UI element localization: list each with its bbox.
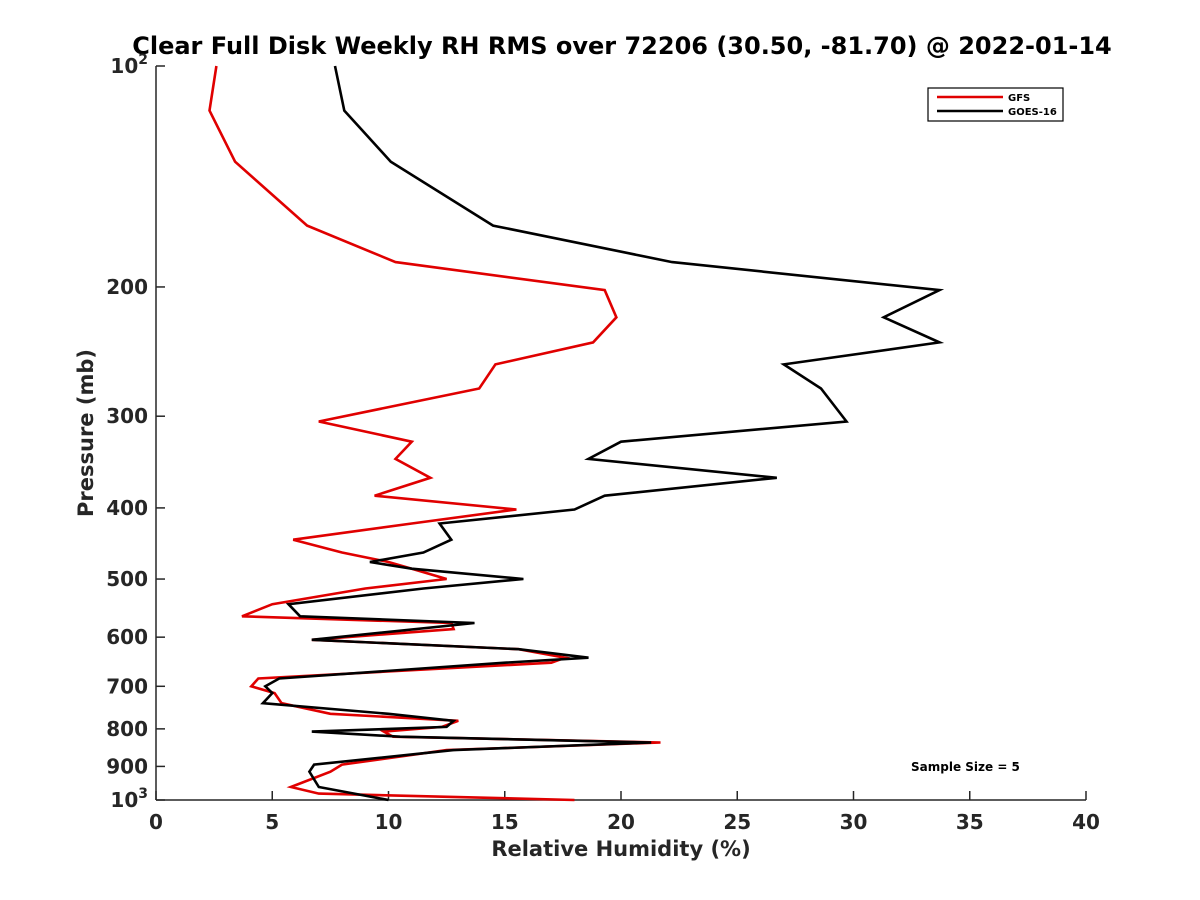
x-tick-label: 15 [491,810,519,834]
legend: GFS GOES-16 [927,87,1064,122]
x-tick-label: 5 [265,810,279,834]
y-tick-label: 700 [106,674,148,698]
x-tick-label: 20 [607,810,635,834]
plot-area: 0 5 10 15 20 25 30 35 40 102 200 300 400 500 600 700 80… [106,52,1100,834]
x-tick-label: 35 [956,810,984,834]
y-tick-label: 900 [106,754,148,778]
x-tick-label: 10 [375,810,403,834]
y-tick-label: 800 [106,717,148,741]
legend-box [927,87,1064,122]
y-tick-label: 500 [106,567,148,591]
x-ticks: 0 5 10 15 20 25 30 35 40 [149,791,1100,834]
chart-title: Clear Full Disk Weekly RH RMS over 72206… [132,32,1112,60]
series-lines [208,65,945,802]
y-axis-label: Pressure (mb) [74,349,98,517]
sample-size-annotation: Sample Size = 5 [911,760,1020,774]
y-ticks: 102 200 300 400 500 600 700 800 900 103 [106,52,165,812]
y-tick-label: 400 [106,496,148,520]
series-line-gfs [208,65,661,802]
legend-label-gfs: GFS [1008,93,1030,104]
x-tick-label: 40 [1072,810,1100,834]
x-tick-label: 0 [149,810,163,834]
y-tick-label: 200 [106,275,148,299]
y-tick-label: 102 [110,52,148,78]
y-tick-label: 103 [110,786,148,812]
legend-label-goes16: GOES-16 [1008,107,1057,118]
x-tick-label: 25 [723,810,751,834]
y-tick-label: 600 [106,625,148,649]
series-line-goes16 [260,65,945,802]
x-tick-label: 30 [840,810,868,834]
y-tick-label: 300 [106,404,148,428]
x-axis-label: Relative Humidity (%) [491,837,750,861]
